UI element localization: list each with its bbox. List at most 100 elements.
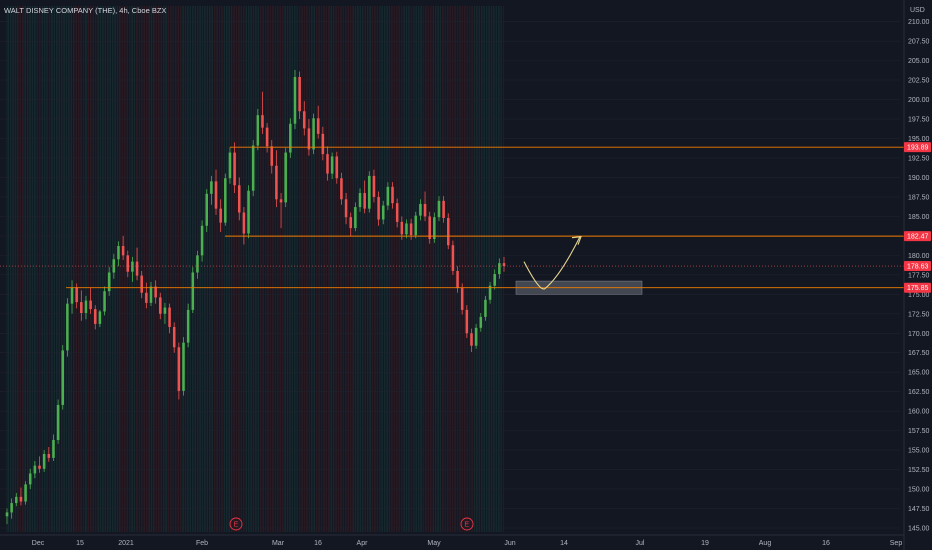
candle-body[interactable] — [93, 309, 97, 324]
candle-body[interactable] — [224, 178, 227, 223]
candle-body[interactable] — [344, 199, 348, 218]
candle-body[interactable] — [391, 186, 394, 204]
candle-body[interactable] — [446, 217, 450, 246]
candle-body[interactable] — [121, 246, 125, 256]
candle-body[interactable] — [186, 309, 190, 343]
candle-body[interactable] — [228, 152, 232, 179]
candle-body[interactable] — [502, 263, 506, 267]
candle-body[interactable] — [484, 299, 487, 317]
candle-body[interactable] — [5, 512, 9, 517]
price-badge[interactable] — [904, 261, 931, 272]
candle-body[interactable] — [28, 473, 32, 485]
candle-body[interactable] — [214, 181, 218, 209]
candle-body[interactable] — [284, 152, 287, 203]
candle-body[interactable] — [270, 146, 274, 166]
candle-body[interactable] — [363, 193, 366, 209]
candle-body[interactable] — [33, 465, 37, 474]
price-badge[interactable] — [904, 231, 931, 242]
candle-body[interactable] — [340, 178, 343, 200]
candle-body[interactable] — [112, 259, 116, 273]
candle-body[interactable] — [275, 165, 278, 200]
candle-body[interactable] — [460, 288, 464, 310]
candle-body[interactable] — [386, 186, 390, 206]
candle-body[interactable] — [140, 275, 143, 293]
candle-body[interactable] — [470, 333, 473, 346]
candle-body[interactable] — [200, 225, 204, 256]
candle-body[interactable] — [465, 309, 469, 334]
candle-body[interactable] — [488, 285, 492, 300]
candle-body[interactable] — [265, 127, 269, 147]
candle-body[interactable] — [312, 118, 315, 150]
candle-body[interactable] — [247, 190, 250, 234]
candle-body[interactable] — [233, 152, 236, 186]
candle-body[interactable] — [400, 221, 404, 235]
candle-body[interactable] — [316, 118, 320, 134]
candle-body[interactable] — [145, 292, 148, 303]
candle-body[interactable] — [433, 217, 436, 240]
candle-body[interactable] — [293, 76, 297, 124]
earnings-marker[interactable] — [460, 517, 474, 531]
candle-body[interactable] — [52, 439, 55, 458]
candle-body[interactable] — [159, 297, 162, 314]
candle-body[interactable] — [70, 287, 74, 304]
candle-body[interactable] — [474, 327, 478, 346]
candle-body[interactable] — [479, 316, 483, 328]
candle-body[interactable] — [279, 199, 283, 203]
candle-body[interactable] — [307, 128, 311, 150]
candle-body[interactable] — [75, 287, 78, 303]
candle-body[interactable] — [177, 347, 181, 391]
candle-body[interactable] — [103, 291, 106, 312]
candle-body[interactable] — [66, 303, 69, 351]
candle-body[interactable] — [409, 223, 413, 236]
candle-body[interactable] — [498, 263, 501, 275]
candle-body[interactable] — [419, 203, 422, 216]
candle-body[interactable] — [56, 404, 60, 440]
candle-body[interactable] — [251, 145, 255, 191]
candle-body[interactable] — [24, 484, 27, 502]
candle-body[interactable] — [107, 272, 111, 292]
candle-body[interactable] — [368, 175, 371, 209]
candle-body[interactable] — [321, 133, 325, 155]
candle-body[interactable] — [219, 208, 222, 223]
candle-body[interactable] — [38, 465, 41, 469]
candle-body[interactable] — [163, 307, 167, 314]
candle-body[interactable] — [358, 193, 362, 208]
levels[interactable] — [0, 146, 904, 289]
candle-body[interactable] — [377, 196, 380, 220]
candle-body[interactable] — [237, 185, 241, 213]
price-axis[interactable]: 145.00 147.50 150.00 152.50 155.00 157.50 160.… — [903, 0, 931, 550]
earnings-marker[interactable] — [229, 517, 243, 531]
candle-body[interactable] — [117, 246, 120, 260]
candle-body[interactable] — [395, 203, 399, 222]
candle-body[interactable] — [61, 350, 65, 405]
candle-body[interactable] — [261, 115, 264, 128]
candle-body[interactable] — [172, 327, 176, 348]
candle-body[interactable] — [47, 454, 51, 458]
candle-body[interactable] — [414, 215, 418, 236]
candle-body[interactable] — [89, 300, 92, 310]
time-axis[interactable]: Dec 15 2021 Feb Mar 16 Apr May Jun 14 Jul 19 Aug 16 Se… — [0, 534, 904, 547]
candle-body[interactable] — [84, 300, 88, 314]
candle-body[interactable] — [98, 311, 102, 324]
candle-body[interactable] — [354, 207, 357, 229]
candle-body[interactable] — [289, 123, 292, 153]
candle-body[interactable] — [154, 286, 157, 298]
candle-body[interactable] — [381, 205, 385, 220]
candle-body[interactable] — [302, 111, 306, 129]
candle-body[interactable] — [182, 342, 185, 391]
candle-body[interactable] — [196, 255, 199, 273]
candle-body[interactable] — [42, 454, 46, 469]
price-badge[interactable] — [904, 142, 931, 153]
candle-body[interactable] — [80, 302, 83, 314]
candle-body[interactable] — [256, 115, 260, 146]
candle-body[interactable] — [349, 217, 352, 229]
candle-body[interactable] — [131, 261, 134, 272]
candles[interactable] — [5, 69, 506, 525]
candle-body[interactable] — [372, 175, 376, 197]
candle-body[interactable] — [126, 255, 130, 272]
candle-body[interactable] — [191, 272, 195, 310]
candle-body[interactable] — [423, 203, 427, 217]
candle-body[interactable] — [149, 286, 153, 303]
